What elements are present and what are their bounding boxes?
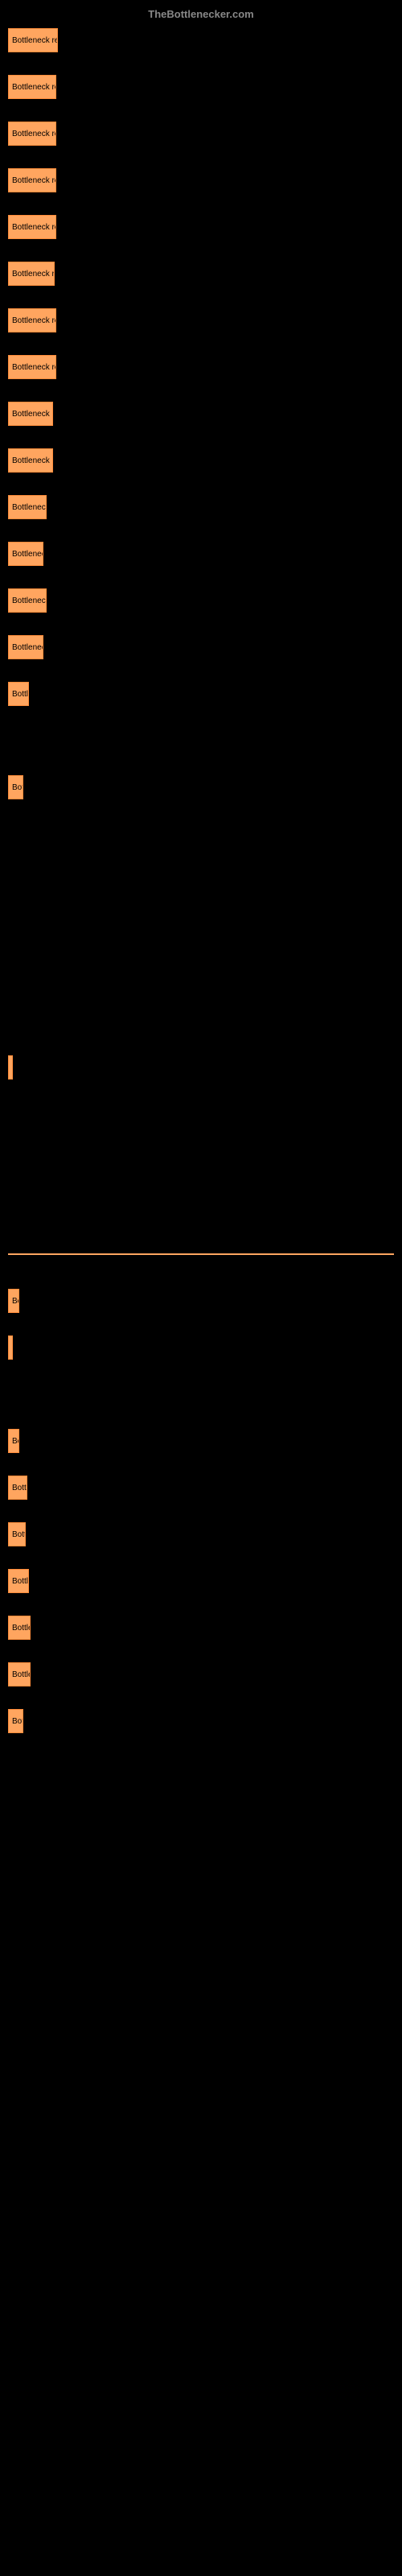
bar-row [8,1335,394,1360]
bar-row [8,729,394,753]
bar-row: Bottleneck re [8,308,394,332]
bar: Bottlenec [8,542,43,566]
bar-row [8,1195,394,1220]
bar: Bottleneck r [8,262,55,286]
bar: Bo [8,1289,19,1313]
bar-row: Bo [8,1429,394,1453]
header-logo: TheBottlenecker.com [8,8,394,20]
bar-row: Bot [8,1709,394,1733]
bar-row: Bottle [8,1569,394,1593]
bar-row: Bottl [8,1476,394,1500]
bar-row: Bottleneck r [8,448,394,473]
bar: Bo [8,1429,19,1453]
bar-row: Bott [8,1522,394,1546]
bar-row: Bottlenec [8,635,394,659]
bar: Bottle [8,682,29,706]
bar-row: Bottle [8,1662,394,1686]
bar-row: Bottleneck re [8,168,394,192]
bar: Bottle [8,1616,31,1640]
bar-row: Bottle [8,1616,394,1640]
bar-row: Bot [8,775,394,799]
bar: Bot [8,1709,23,1733]
bar [8,1335,13,1360]
bar-row [8,1149,394,1173]
bar-row [8,962,394,986]
bar-row: Bottleneck re [8,75,394,99]
bar-chart: Bottleneck res Bottleneck re Bottleneck re… [8,28,394,1733]
bar-row: Bottleneck re [8,355,394,379]
bar-row [8,1382,394,1406]
bar: Bot [8,775,23,799]
bar: Bottleneck re [8,168,56,192]
bar-row: Bottleneck r [8,262,394,286]
bar-row [8,1242,394,1266]
bar: Bottlenec [8,635,43,659]
bar-row: Bottleneck res [8,28,394,52]
bar: Bottleneck re [8,355,56,379]
bar-row [8,915,394,939]
bar: Bottl [8,1476,27,1500]
bar: Bottle [8,1569,29,1593]
bar-row: Bottleneck re [8,122,394,146]
bar: Bottleneck re [8,75,56,99]
bar: Bottleneck r [8,402,53,426]
bar-row [8,869,394,893]
bar-row [8,1102,394,1126]
bar: Bottleneck re [8,215,56,239]
bar-row [8,1055,394,1080]
bar [8,1055,13,1080]
bar-row [8,1009,394,1033]
bar: Bott [8,1522,26,1546]
bar: Bottleneck [8,588,47,613]
bar: Bottleneck re [8,122,56,146]
bar-row [8,822,394,846]
bar-row: Bottleneck [8,588,394,613]
bar: Bottleneck res [8,28,58,52]
bar-line [8,1253,394,1255]
bar-row: Bottlenec [8,542,394,566]
bar: Bottleneck re [8,308,56,332]
bar-row: Bo [8,1289,394,1313]
bar: Bottle [8,1662,31,1686]
bar-row: Bottleneck re [8,215,394,239]
bar: Bottleneck r [8,448,53,473]
bar-row: Bottle [8,682,394,706]
bar-row: Bottleneck r [8,402,394,426]
bar-row: Bottleneck [8,495,394,519]
bar: Bottleneck [8,495,47,519]
